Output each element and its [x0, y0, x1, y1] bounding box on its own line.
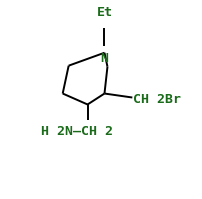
- Text: Et: Et: [96, 6, 112, 19]
- Text: H 2N—CH 2: H 2N—CH 2: [41, 125, 112, 138]
- Text: CH 2Br: CH 2Br: [133, 93, 180, 106]
- Text: N: N: [100, 52, 108, 65]
